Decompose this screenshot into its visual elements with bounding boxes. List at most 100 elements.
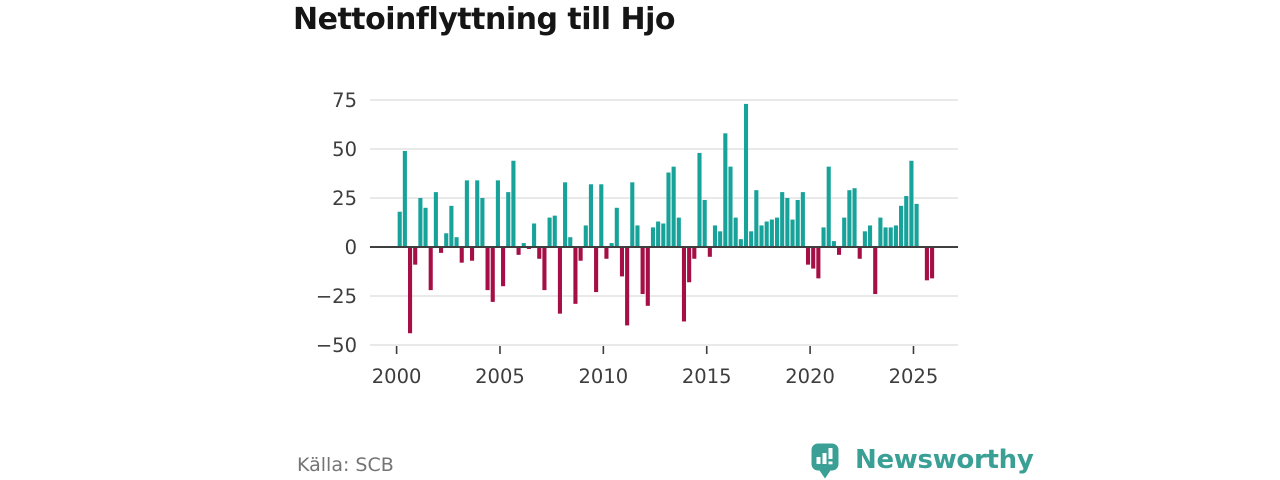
bar-2013-Q1: [666, 172, 671, 247]
bar-2000-Q2: [402, 150, 407, 247]
bar-2021-Q1: [831, 241, 836, 247]
bar-2003-Q2: [464, 180, 469, 247]
bar-2008-Q1: [563, 182, 568, 247]
bar-2007-Q3: [552, 215, 557, 247]
bar-2015-Q4: [723, 133, 728, 247]
y-tick-label: 50: [332, 138, 357, 161]
bar-2009-Q3: [594, 247, 599, 293]
bar-2014-Q3: [697, 152, 702, 247]
chart-title: Nettoinflyttning till Hjo: [293, 2, 676, 37]
bar-2009-Q1: [583, 225, 588, 247]
bar-2009-Q2: [588, 184, 593, 247]
bar-2008-Q3: [573, 247, 578, 304]
bar-2023-Q3: [883, 227, 888, 247]
bar-2023-Q2: [878, 217, 883, 247]
newsworthy-logo: Newsworthy: [811, 443, 1034, 480]
bar-2025-Q1: [914, 203, 919, 247]
bar-2011-Q2: [630, 182, 635, 247]
bar-2024-Q2: [899, 205, 904, 247]
bar-2002-Q2: [444, 233, 449, 247]
bar-2004-Q3: [490, 247, 495, 302]
bar-2016-Q3: [738, 239, 743, 247]
bar-2010-Q3: [614, 207, 619, 247]
bar-2018-Q1: [769, 219, 774, 247]
bar-2016-Q2: [733, 217, 738, 247]
bar-2000-Q4: [413, 247, 418, 265]
bar-2002-Q3: [449, 205, 454, 247]
bar-2022-Q2: [857, 247, 862, 259]
bar-2016-Q1: [728, 166, 733, 247]
bar-2013-Q4: [681, 247, 687, 322]
bar-2021-Q3: [842, 217, 847, 247]
bar-2018-Q3: [780, 192, 785, 247]
bar-2003-Q4: [475, 180, 480, 247]
bar-2011-Q4: [640, 247, 645, 295]
bar-2001-Q1: [418, 198, 423, 247]
bar-2025-Q4: [930, 247, 935, 279]
bar-2019-Q1: [790, 219, 795, 247]
bar-2002-Q1: [439, 247, 444, 253]
bar-2017-Q2: [754, 190, 759, 247]
bar-2007-Q2: [547, 217, 552, 247]
bar-2011-Q3: [635, 225, 640, 247]
x-tick-label: 2010: [579, 365, 629, 388]
bar-2001-Q2: [423, 207, 428, 247]
bar-2005-Q3: [511, 160, 516, 247]
bar-2010-Q2: [609, 243, 614, 247]
x-tick-label: 2020: [785, 365, 835, 388]
bar-2009-Q4: [599, 184, 604, 247]
bar-2003-Q3: [470, 247, 475, 261]
bar-2020-Q4: [826, 166, 831, 247]
bar-2004-Q2: [485, 247, 490, 291]
bar-2022-Q4: [868, 225, 873, 247]
bar-2023-Q1: [873, 247, 878, 295]
bar-2018-Q4: [785, 198, 790, 247]
bar-2016-Q4: [743, 103, 749, 247]
bar-2014-Q1: [687, 247, 692, 283]
bar-2014-Q4: [702, 199, 707, 247]
bar-2001-Q4: [433, 192, 438, 247]
bar-2022-Q3: [862, 231, 867, 247]
source-note: Källa: SCB: [297, 454, 394, 476]
bar-2008-Q2: [568, 237, 573, 247]
bar-2024-Q3: [904, 196, 909, 247]
bar-2019-Q4: [805, 247, 811, 265]
bar-2013-Q2: [671, 166, 676, 247]
bar-2012-Q1: [645, 247, 650, 306]
bar-chart-pin-icon: [811, 443, 839, 479]
bar-2024-Q4: [909, 160, 914, 247]
y-tick-label: 0: [345, 236, 357, 259]
bar-2025-Q3: [924, 247, 929, 281]
bar-2006-Q4: [537, 247, 542, 259]
y-tick-label: 75: [332, 89, 357, 112]
bar-2012-Q4: [661, 223, 666, 247]
bar-2003-Q1: [459, 247, 464, 263]
bar-2020-Q2: [816, 247, 821, 279]
bar-2012-Q3: [656, 221, 661, 247]
bar-2005-Q4: [516, 247, 521, 255]
y-tick-label: 25: [332, 187, 357, 210]
bar-2020-Q3: [821, 227, 826, 247]
bar-2005-Q1: [501, 247, 506, 287]
bar-2012-Q2: [650, 227, 656, 247]
bar-2019-Q3: [800, 192, 805, 247]
bar-2024-Q1: [893, 225, 898, 247]
bar-2000-Q3: [407, 247, 413, 334]
x-tick-label: 2000: [372, 365, 422, 388]
bar-2010-Q1: [604, 247, 609, 259]
newsworthy-wordmark: Newsworthy: [855, 445, 1034, 475]
bar-2017-Q1: [749, 231, 754, 247]
bar-2017-Q4: [764, 221, 769, 247]
x-tick-label: 2005: [475, 365, 525, 388]
bar-2010-Q4: [619, 247, 625, 277]
y-tick-label: −25: [316, 285, 357, 308]
bar-2005-Q2: [506, 192, 511, 247]
x-tick-label: 2015: [682, 365, 732, 388]
bar-2004-Q1: [480, 198, 485, 247]
bar-2008-Q4: [578, 247, 583, 261]
bar-2002-Q4: [454, 237, 459, 247]
bar-2022-Q1: [852, 188, 857, 247]
bar-2000-Q1: [397, 211, 402, 247]
